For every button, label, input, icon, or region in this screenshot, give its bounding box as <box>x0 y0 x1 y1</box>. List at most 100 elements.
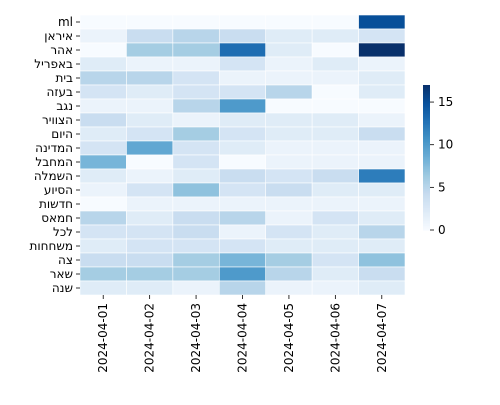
heatmap-cell <box>172 280 220 296</box>
colorbar-gradient-segment <box>423 202 430 204</box>
y-tick-label: צה <box>58 253 73 267</box>
colorbar-gradient-segment <box>423 132 430 134</box>
colorbar-gradient-segment <box>423 138 430 140</box>
heatmap-cell <box>79 112 127 128</box>
heatmap-cell <box>265 238 313 254</box>
colorbar-tick-label: 10 <box>438 138 453 152</box>
heatmap-cell <box>218 210 267 226</box>
heatmap-cell <box>79 42 127 58</box>
y-tick-label: ml <box>58 15 73 29</box>
colorbar-gradient-segment <box>423 198 430 201</box>
colorbar-gradient-segment <box>423 86 430 88</box>
colorbar-gradient-segment <box>423 168 430 171</box>
colorbar-gradient-segment <box>423 152 430 155</box>
colorbar-gradient-segment <box>423 112 430 115</box>
colorbar-gradient-segment <box>423 172 430 174</box>
colorbar-gradient-segment <box>423 156 430 158</box>
heatmap-cell <box>218 42 267 58</box>
heatmap-cell <box>218 28 267 44</box>
colorbar-gradient-segment <box>423 203 430 206</box>
y-tick-label: הצוויר <box>42 113 73 127</box>
colorbar-gradient-segment <box>423 157 430 160</box>
colorbar-gradient-segment <box>423 141 430 144</box>
colorbar-gradient-segment <box>423 221 430 224</box>
heatmap-cell <box>126 42 174 58</box>
y-tick-label: המדינה <box>35 141 73 155</box>
y-tick-label: שנה <box>52 281 73 295</box>
colorbar-gradient-segment <box>423 85 430 87</box>
y-tick-label: היום <box>51 127 73 141</box>
x-tick-label: 2024-04-02 <box>143 303 157 373</box>
heatmap-cell <box>79 210 127 226</box>
heatmap-cell <box>172 182 220 198</box>
colorbar-gradient-segment <box>423 182 430 185</box>
colorbar-gradient-segment <box>423 91 430 93</box>
colorbar-gradient-segment <box>423 151 430 154</box>
heatmap-cell <box>265 112 313 128</box>
colorbar-gradient-segment <box>423 123 430 126</box>
y-tick-label: איראן <box>44 29 73 43</box>
heatmap-cell <box>218 140 267 156</box>
heatmap-cell <box>126 280 174 296</box>
colorbar-gradient-segment <box>423 106 430 109</box>
colorbar-gradient-segment <box>423 100 430 103</box>
colorbar-gradient-segment <box>423 199 430 202</box>
colorbar-gradient-segment <box>423 89 430 92</box>
heatmap-cell <box>265 42 313 58</box>
colorbar-gradient-segment <box>423 215 430 218</box>
heatmap-cell <box>126 126 174 142</box>
heatmap-cell <box>265 168 313 184</box>
heatmap-cell <box>126 70 174 86</box>
heatmap-cell <box>172 196 220 212</box>
colorbar-gradient-segment <box>423 111 430 114</box>
heatmap-cell <box>311 84 359 100</box>
heatmap-cell <box>126 252 174 268</box>
heatmap-cell <box>172 126 220 142</box>
heatmap-cell <box>79 196 127 212</box>
colorbar-gradient-segment <box>423 120 430 122</box>
colorbar-gradient-segment <box>423 191 430 194</box>
colorbar-gradient-segment <box>423 193 430 196</box>
colorbar-gradient-segment <box>423 127 430 129</box>
heatmap-cell <box>311 168 359 184</box>
heatmap-cell <box>265 98 313 114</box>
heatmap-cell <box>311 112 359 128</box>
colorbar-gradient-segment <box>423 214 430 216</box>
colorbar-gradient-segment <box>423 99 430 102</box>
y-tick-label: חמאס <box>41 211 73 225</box>
colorbar-gradient-segment <box>423 140 430 143</box>
heatmap-cell <box>172 42 220 58</box>
heatmap-cell <box>218 112 267 128</box>
colorbar-gradient-segment <box>423 146 430 149</box>
x-tick-label: 2024-04-07 <box>375 303 389 373</box>
colorbar-gradient-segment <box>423 110 430 113</box>
colorbar-gradient-segment <box>423 174 430 177</box>
heatmap-cell <box>358 70 406 86</box>
heatmap-cell <box>218 154 267 170</box>
heatmap-cell <box>126 84 174 100</box>
colorbar-gradient-segment <box>423 204 430 207</box>
heatmap-cell <box>265 224 313 240</box>
colorbar-gradient-segment <box>423 129 430 132</box>
colorbar-gradient-segment <box>423 228 430 231</box>
heatmap-cell <box>265 252 313 268</box>
colorbar-gradient-segment <box>423 178 430 180</box>
heatmap-cell <box>172 56 220 72</box>
colorbar-gradient-segment <box>423 164 430 167</box>
colorbar-gradient-segment <box>423 87 430 90</box>
heatmap-cell <box>218 238 267 254</box>
colorbar-gradient-segment <box>423 176 430 179</box>
colorbar-gradient-segment <box>423 184 430 186</box>
heatmap-cell <box>79 14 127 30</box>
heatmap-cell <box>311 182 359 198</box>
colorbar-gradient-segment <box>423 192 430 195</box>
heatmap-cell <box>265 196 313 212</box>
heatmap-cell <box>265 154 313 170</box>
heatmap-cell <box>311 126 359 142</box>
heatmap-cell <box>172 224 220 240</box>
colorbar-gradient-segment <box>423 180 430 183</box>
colorbar-gradient-segment <box>423 220 430 223</box>
colorbar-gradient-segment <box>423 179 430 181</box>
heatmap-cell <box>358 126 406 142</box>
colorbar-gradient-segment <box>423 149 430 151</box>
